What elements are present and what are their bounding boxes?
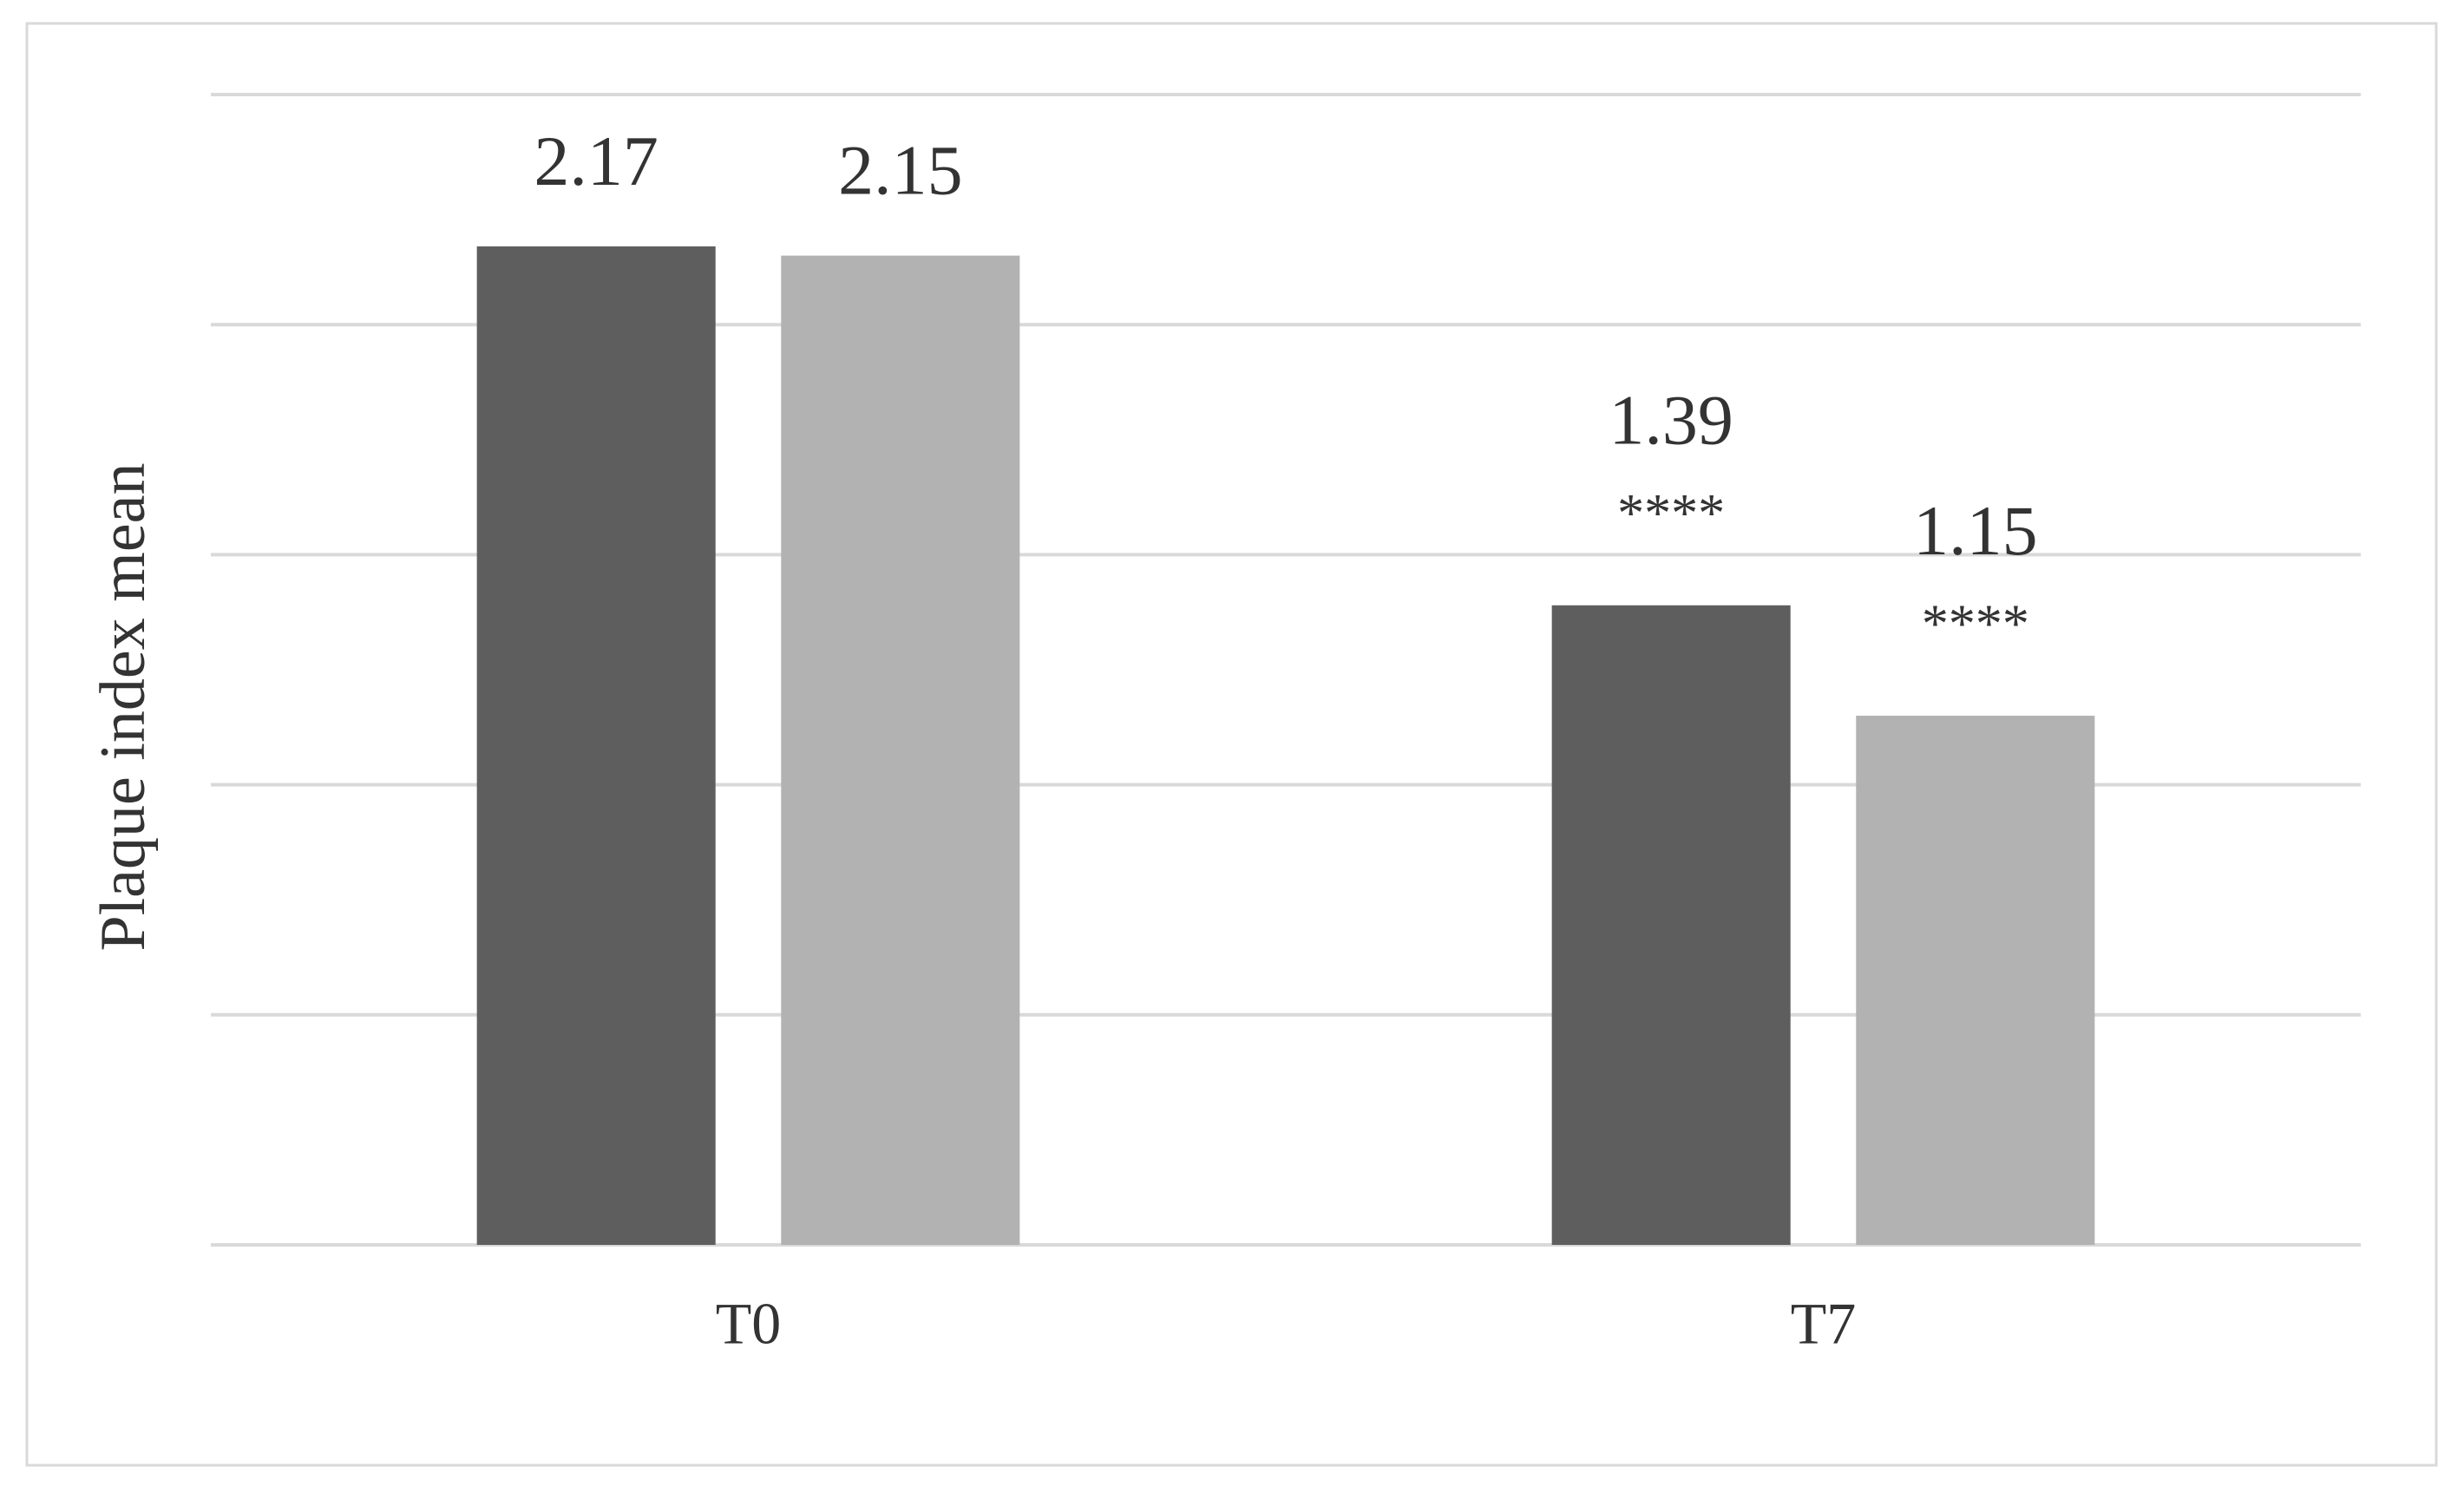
value-label: 2.15 bbox=[838, 130, 963, 209]
value-label: 1.39 bbox=[1609, 381, 1733, 460]
bar bbox=[476, 246, 716, 1246]
x-tick-label: T7 bbox=[1791, 1291, 1857, 1357]
y-axis-label: Plaque index mean bbox=[88, 462, 159, 951]
bar bbox=[1551, 605, 1791, 1245]
x-tick-label: T0 bbox=[716, 1291, 782, 1357]
value-label: 1.15 bbox=[1913, 491, 2038, 570]
bar bbox=[1856, 716, 2095, 1245]
significance-marker: **** bbox=[1617, 484, 1725, 543]
bar bbox=[781, 255, 1020, 1245]
significance-marker: **** bbox=[1922, 594, 2029, 653]
value-label: 2.17 bbox=[534, 121, 659, 200]
